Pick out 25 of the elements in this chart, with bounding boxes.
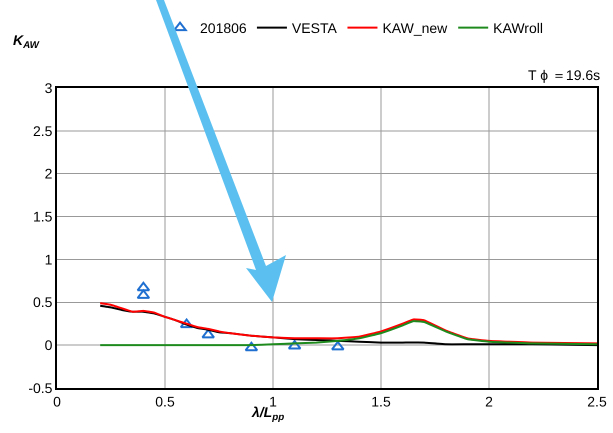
- text: T ϕ ＝19.6s: [528, 67, 600, 83]
- point: [136, 289, 150, 299]
- point: [201, 328, 215, 338]
- x-tick-label: 2: [485, 394, 494, 410]
- x-tick-label: 1: [269, 394, 278, 410]
- legend-label: KAWroll: [493, 20, 543, 36]
- legend-label: VESTA: [292, 20, 338, 36]
- y-tick-label: 0: [44, 337, 53, 354]
- legend-label: 201806: [200, 20, 247, 36]
- x-tick-label: 2.5: [587, 394, 607, 410]
- x-tick-label: 1.5: [371, 394, 391, 410]
- x-tick-label: 0.5: [155, 394, 175, 410]
- y-tick-label: 1.5: [32, 208, 53, 224]
- y-tick-label: 0.5: [32, 294, 53, 310]
- point: [180, 318, 194, 328]
- point: [331, 340, 345, 350]
- y-tick-label: 2: [44, 166, 53, 182]
- y-tick-label: -0.5: [28, 380, 53, 396]
- point: [136, 282, 150, 292]
- y-tick-label: 2.5: [32, 122, 53, 139]
- y-axis-title: K$_{AW}$: [13, 32, 40, 51]
- y-tick-label: 3: [44, 80, 53, 96]
- legend-label: KAW_new: [382, 20, 448, 36]
- y-tick-label: 1: [44, 251, 53, 268]
- point: [244, 342, 258, 352]
